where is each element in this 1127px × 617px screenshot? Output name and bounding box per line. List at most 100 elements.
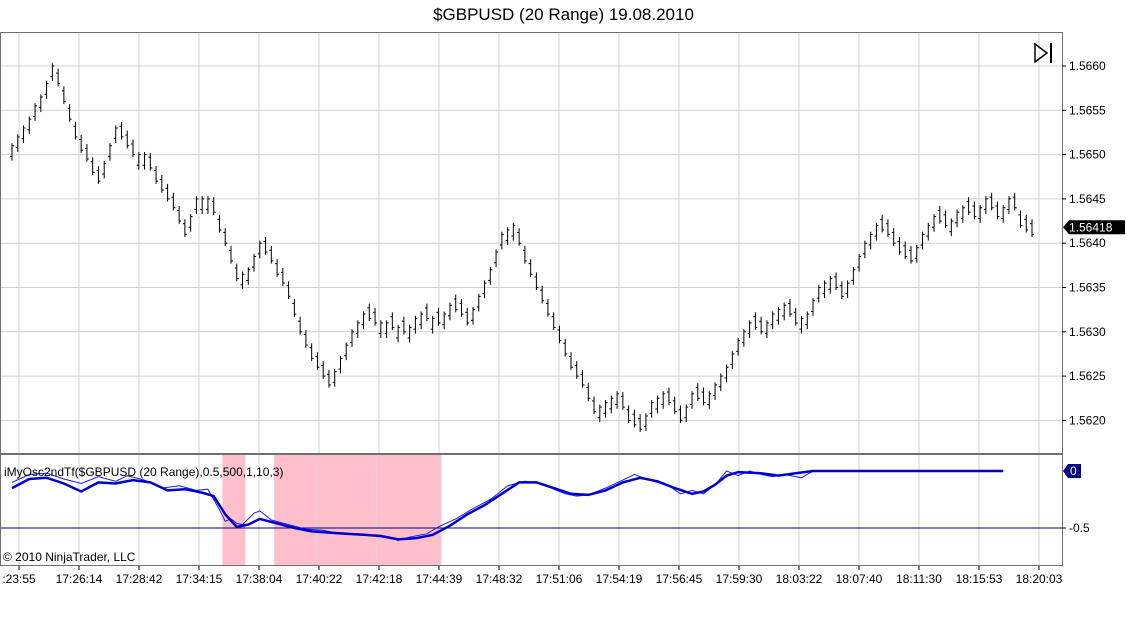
last-price-badge-bg (1063, 220, 1125, 235)
price-bar (263, 236, 268, 255)
price-bar (759, 316, 764, 335)
x-axis-tick-label: 17:42:18 (356, 572, 403, 586)
price-bar (113, 125, 118, 144)
highlight-band (274, 455, 442, 565)
price-bar (309, 343, 314, 362)
price-bar (1006, 196, 1011, 214)
price-bar (148, 152, 153, 171)
price-bar (344, 342, 349, 361)
y-axis-tick-label: 1.5650 (1069, 148, 1106, 162)
price-bar (563, 338, 568, 357)
price-bar (280, 268, 285, 286)
x-axis-tick-label: 17:44:39 (416, 572, 463, 586)
price-bar (413, 315, 418, 334)
y-axis-tick-label: 1.5630 (1069, 325, 1106, 339)
price-bar (447, 302, 452, 321)
price-bar (102, 160, 107, 179)
price-bar (471, 306, 476, 325)
price-bar (822, 280, 827, 299)
price-bar (234, 263, 239, 282)
price-bar (223, 228, 228, 246)
price-bar (159, 174, 164, 193)
x-axis-tick-label: 17:54:19 (596, 572, 643, 586)
price-bar (857, 253, 862, 272)
price-bar (949, 218, 954, 237)
price-bar (315, 352, 320, 370)
price-bar (119, 121, 124, 140)
price-bar (943, 210, 948, 229)
price-bar (782, 302, 787, 321)
last-price-badge: 1.56418 (1063, 220, 1125, 235)
price-bar (136, 151, 141, 170)
oscillator-value-badge: 0 (1063, 464, 1081, 478)
price-bar (690, 391, 694, 409)
price-bar (269, 245, 274, 264)
price-bar (465, 307, 470, 326)
price-bar (828, 275, 833, 294)
price-bar (517, 228, 522, 246)
price-bar (707, 391, 712, 409)
x-axis-tick-label: 17:56:45 (656, 572, 703, 586)
price-bar (27, 116, 32, 135)
price-bar (603, 400, 608, 418)
y-axis-tick-label: 1.5645 (1069, 192, 1106, 206)
price-bar (390, 312, 395, 331)
x-axis-tick-label: 17:40:22 (296, 572, 343, 586)
price-bar (597, 404, 602, 423)
price-bar (205, 196, 210, 214)
y-axis-tick-label: 1.5625 (1069, 369, 1106, 383)
price-bar (482, 280, 487, 299)
price-bar (1024, 214, 1029, 233)
y-axis-tick-label: 1.5620 (1069, 413, 1106, 427)
price-bar (373, 307, 378, 326)
copyright-text: © 2010 NinjaTrader, LLC (3, 550, 136, 564)
price-bar (753, 312, 758, 331)
price-bar (880, 214, 885, 233)
price-bar (551, 312, 556, 331)
price-bar (903, 241, 908, 260)
x-axis-tick-label: 18:11:30 (896, 572, 942, 586)
price-bar (430, 315, 435, 334)
price-bar (257, 240, 262, 259)
price-bar (228, 245, 233, 264)
price-bar (61, 86, 66, 105)
price-bar (1001, 205, 1006, 223)
price-bar (332, 369, 337, 387)
price-bar (165, 183, 170, 202)
price-bar (724, 364, 729, 383)
price-bar (21, 125, 26, 144)
price-bar (920, 231, 925, 250)
price-bar (989, 192, 994, 211)
oscillator-line-fast (11, 470, 1004, 542)
price-bar (252, 253, 257, 272)
price-bar (776, 306, 781, 325)
price-bar (499, 231, 504, 250)
price-bar (131, 139, 136, 158)
price-bar (326, 369, 331, 388)
price-bar (79, 135, 84, 153)
price-bar (73, 121, 78, 140)
skip-to-end-icon[interactable] (1034, 42, 1052, 64)
price-bar (672, 396, 677, 415)
price-bar (908, 245, 913, 264)
price-bar (718, 373, 723, 392)
price-bar (764, 320, 769, 339)
price-bar (661, 391, 666, 409)
price-bar (522, 245, 527, 264)
price-bar (816, 284, 821, 303)
price-bar (632, 409, 637, 428)
price-bar (67, 104, 72, 122)
price-bar (436, 307, 441, 326)
price-bar (355, 320, 360, 339)
price-bar (361, 311, 366, 330)
y-axis-tick-label: 1.5635 (1069, 281, 1106, 295)
price-bar (620, 392, 625, 410)
price-bar (592, 396, 597, 415)
price-bar (453, 294, 458, 313)
price-bar (194, 196, 199, 214)
price-bar (845, 280, 850, 299)
price-bar (793, 307, 798, 326)
price-bar (885, 219, 890, 237)
price-bar (384, 320, 389, 339)
